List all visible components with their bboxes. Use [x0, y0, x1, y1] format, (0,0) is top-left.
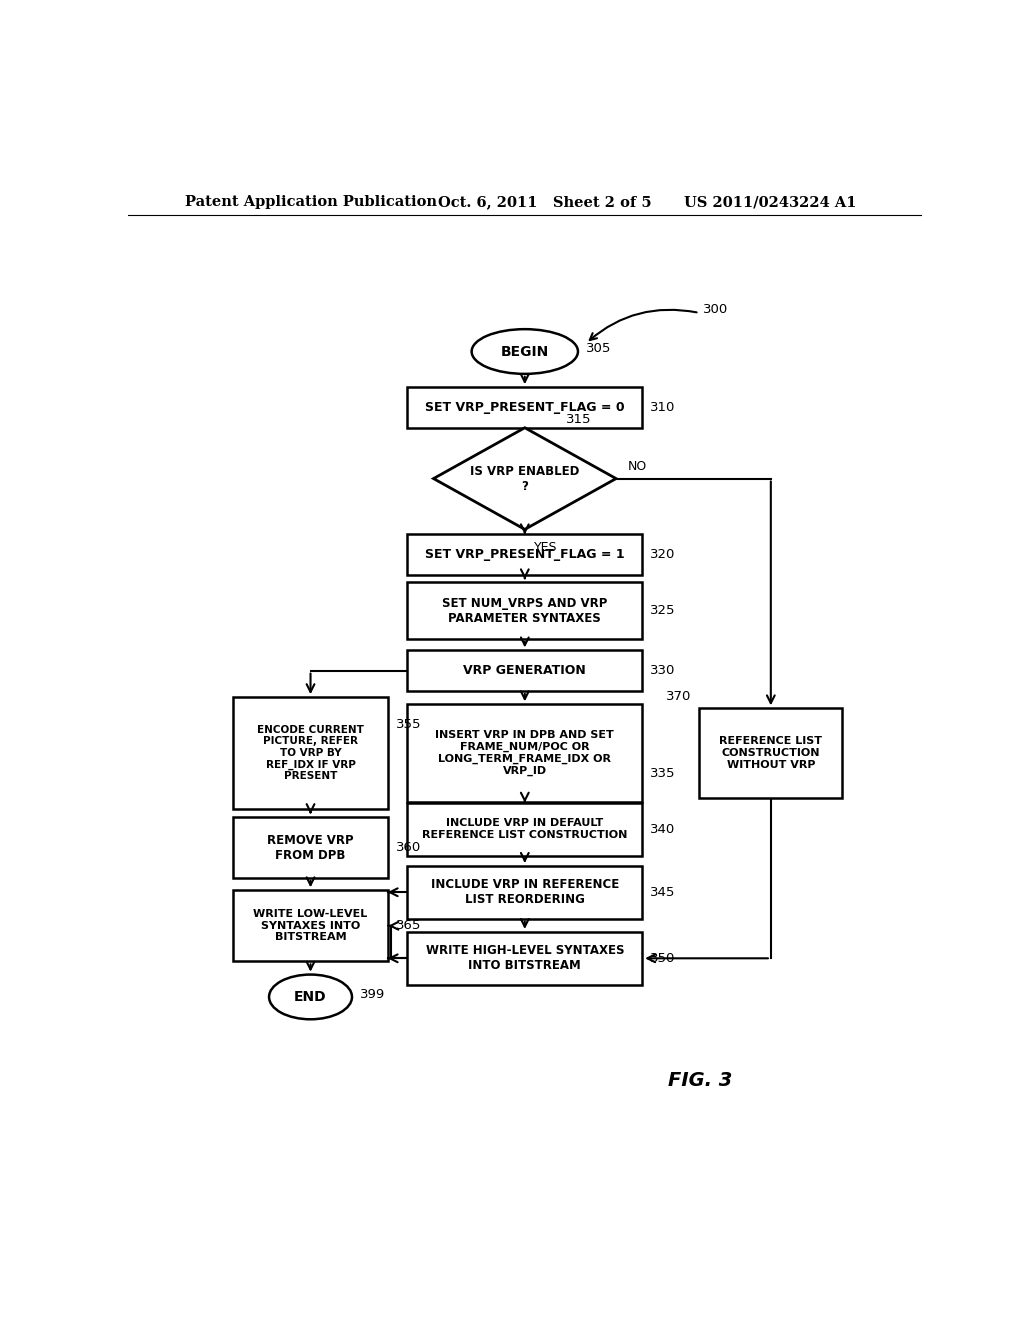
Text: 335: 335 — [650, 767, 676, 780]
Text: 365: 365 — [396, 919, 422, 932]
Text: ENCODE CURRENT
PICTURE, REFER
TO VRP BY
REF_IDX IF VRP
PRESENT: ENCODE CURRENT PICTURE, REFER TO VRP BY … — [257, 725, 364, 781]
Ellipse shape — [472, 329, 578, 374]
Text: 340: 340 — [650, 822, 676, 836]
Text: SET VRP_PRESENT_FLAG = 1: SET VRP_PRESENT_FLAG = 1 — [425, 548, 625, 561]
Text: SET VRP_PRESENT_FLAG = 0: SET VRP_PRESENT_FLAG = 0 — [425, 401, 625, 414]
Text: INCLUDE VRP IN REFERENCE
LIST REORDERING: INCLUDE VRP IN REFERENCE LIST REORDERING — [431, 878, 618, 907]
FancyBboxPatch shape — [408, 803, 642, 855]
Text: FIG. 3: FIG. 3 — [668, 1071, 732, 1090]
Polygon shape — [433, 428, 616, 529]
Text: 300: 300 — [703, 304, 729, 317]
FancyBboxPatch shape — [408, 866, 642, 919]
Text: 345: 345 — [650, 886, 676, 899]
Text: 310: 310 — [650, 401, 676, 414]
Text: BEGIN: BEGIN — [501, 345, 549, 359]
Text: WRITE HIGH-LEVEL SYNTAXES
INTO BITSTREAM: WRITE HIGH-LEVEL SYNTAXES INTO BITSTREAM — [426, 944, 624, 973]
Text: 305: 305 — [586, 342, 611, 355]
Text: REMOVE VRP
FROM DPB: REMOVE VRP FROM DPB — [267, 833, 354, 862]
FancyBboxPatch shape — [232, 890, 388, 961]
FancyBboxPatch shape — [232, 697, 388, 809]
Text: 370: 370 — [666, 689, 691, 702]
Text: 350: 350 — [650, 952, 676, 965]
FancyBboxPatch shape — [232, 817, 388, 878]
Text: 330: 330 — [650, 664, 676, 677]
Text: YES: YES — [535, 541, 558, 554]
FancyBboxPatch shape — [408, 535, 642, 576]
Text: INCLUDE VRP IN DEFAULT
REFERENCE LIST CONSTRUCTION: INCLUDE VRP IN DEFAULT REFERENCE LIST CO… — [422, 818, 628, 840]
Text: WRITE LOW-LEVEL
SYNTAXES INTO
BITSTREAM: WRITE LOW-LEVEL SYNTAXES INTO BITSTREAM — [253, 909, 368, 942]
Text: 355: 355 — [396, 718, 422, 731]
Text: 399: 399 — [360, 989, 385, 1002]
FancyBboxPatch shape — [408, 582, 642, 639]
Ellipse shape — [269, 974, 352, 1019]
Text: NO: NO — [628, 459, 647, 473]
Text: REFERENCE LIST
CONSTRUCTION
WITHOUT VRP: REFERENCE LIST CONSTRUCTION WITHOUT VRP — [719, 737, 822, 770]
FancyBboxPatch shape — [408, 387, 642, 428]
FancyBboxPatch shape — [408, 704, 642, 801]
Text: VRP GENERATION: VRP GENERATION — [464, 664, 586, 677]
Text: 315: 315 — [566, 413, 592, 426]
Text: 360: 360 — [396, 841, 422, 854]
Text: Patent Application Publication: Patent Application Publication — [185, 195, 437, 209]
Text: SET NUM_VRPS AND VRP
PARAMETER SYNTAXES: SET NUM_VRPS AND VRP PARAMETER SYNTAXES — [442, 597, 607, 624]
Text: INSERT VRP IN DPB AND SET
FRAME_NUM/POC OR
LONG_TERM_FRAME_IDX OR
VRP_ID: INSERT VRP IN DPB AND SET FRAME_NUM/POC … — [435, 730, 614, 776]
Text: 325: 325 — [650, 605, 676, 618]
Text: 320: 320 — [650, 548, 676, 561]
Text: Oct. 6, 2011   Sheet 2 of 5: Oct. 6, 2011 Sheet 2 of 5 — [437, 195, 651, 209]
FancyBboxPatch shape — [699, 709, 843, 797]
Text: IS VRP ENABLED
?: IS VRP ENABLED ? — [470, 465, 580, 492]
FancyBboxPatch shape — [408, 651, 642, 690]
FancyBboxPatch shape — [408, 932, 642, 985]
Text: END: END — [294, 990, 327, 1005]
Text: US 2011/0243224 A1: US 2011/0243224 A1 — [684, 195, 856, 209]
